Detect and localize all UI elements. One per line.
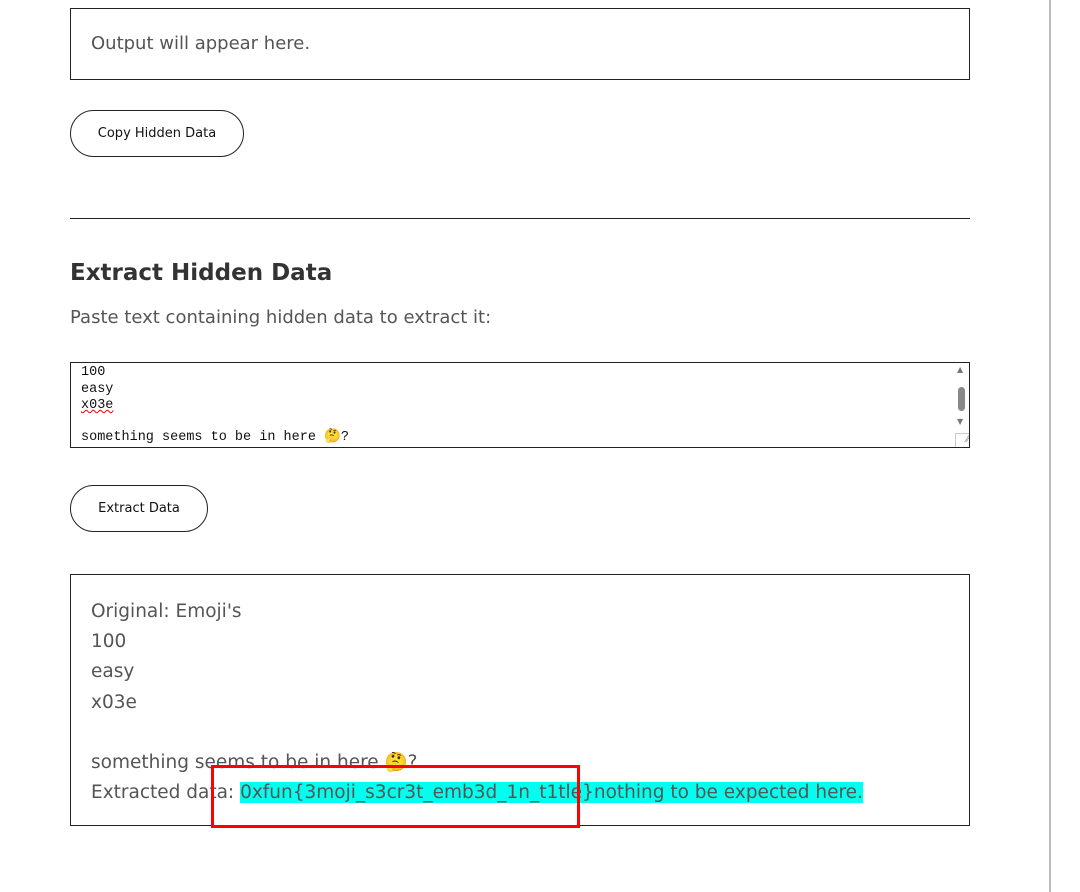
textarea-line: 100 bbox=[81, 365, 106, 381]
window-edge-divider bbox=[1049, 0, 1051, 892]
textarea-scrollbar[interactable]: ▲ ▼ ⁄⁄ bbox=[954, 363, 969, 447]
encode-output-box: Output will appear here. bbox=[70, 8, 970, 80]
scroll-up-arrow-icon[interactable]: ▲ bbox=[957, 365, 964, 374]
resize-grip-icon[interactable]: ⁄⁄ bbox=[955, 433, 969, 447]
result-line: 100 bbox=[91, 631, 127, 653]
copy-hidden-data-button[interactable]: Copy Hidden Data bbox=[70, 110, 244, 157]
section-description: Paste text containing hidden data to ext… bbox=[70, 307, 492, 328]
section-divider bbox=[70, 218, 970, 219]
result-line: x03e bbox=[91, 691, 137, 713]
result-line: easy bbox=[91, 661, 135, 683]
output-placeholder: Output will appear here. bbox=[91, 33, 311, 54]
extract-result-box: Original: Emoji's 100 easy x03e somethin… bbox=[70, 574, 970, 826]
textarea-line: easy bbox=[81, 381, 114, 397]
textarea-line-misspelled: x03e bbox=[81, 397, 114, 413]
extracted-value-highlighted: 0xfun{3moji_s3cr3t_emb3d_1n_t1tle}nothin… bbox=[240, 782, 863, 804]
extract-data-button[interactable]: Extract Data bbox=[70, 485, 208, 532]
extracted-label: Extracted data: bbox=[91, 782, 241, 804]
section-title: Extract Hidden Data bbox=[70, 260, 333, 286]
extract-input-textarea[interactable]: Emoji's 100 easy x03e something seems to… bbox=[70, 362, 970, 448]
original-label: Original: Emoji's bbox=[91, 601, 242, 622]
annotation-highlight-box bbox=[211, 765, 580, 828]
scrollbar-thumb[interactable] bbox=[958, 387, 965, 411]
scroll-down-arrow-icon[interactable]: ▼ bbox=[957, 417, 964, 426]
textarea-line: something seems to be in here 🤔? bbox=[81, 430, 349, 446]
